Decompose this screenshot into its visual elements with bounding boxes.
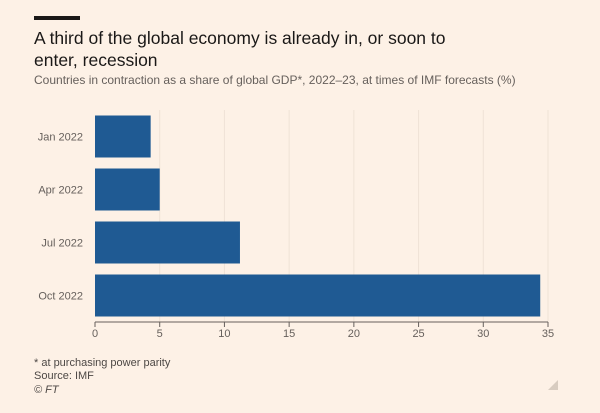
category-label: Jan 2022 [38,132,83,144]
source-note: Source: IMF [34,370,94,382]
bar-apr-2022 [95,168,160,211]
footnote: * at purchasing power parity [34,357,171,369]
resize-corner-icon [548,380,558,390]
x-tick-label: 25 [412,328,424,340]
chart-subtitle: Countries in contraction as a share of g… [34,73,516,87]
x-tick-label: 30 [477,328,489,340]
category-label: Oct 2022 [38,291,83,303]
x-tick-label: 20 [348,328,360,340]
chart-title: A third of the global economy is already… [34,28,446,70]
title-accent-bar [34,16,80,20]
category-label: Jul 2022 [41,238,83,250]
x-tick-label: 15 [283,328,295,340]
x-tick-label: 35 [542,328,554,340]
x-tick-label: 0 [92,328,98,340]
bar-jul-2022 [95,221,240,264]
category-label: Apr 2022 [38,185,83,197]
bar-oct-2022 [95,274,541,317]
x-tick-label: 5 [157,328,163,340]
x-tick-label: 10 [218,328,230,340]
bar-jan-2022 [95,115,151,158]
copyright-note: © FT [34,384,59,396]
